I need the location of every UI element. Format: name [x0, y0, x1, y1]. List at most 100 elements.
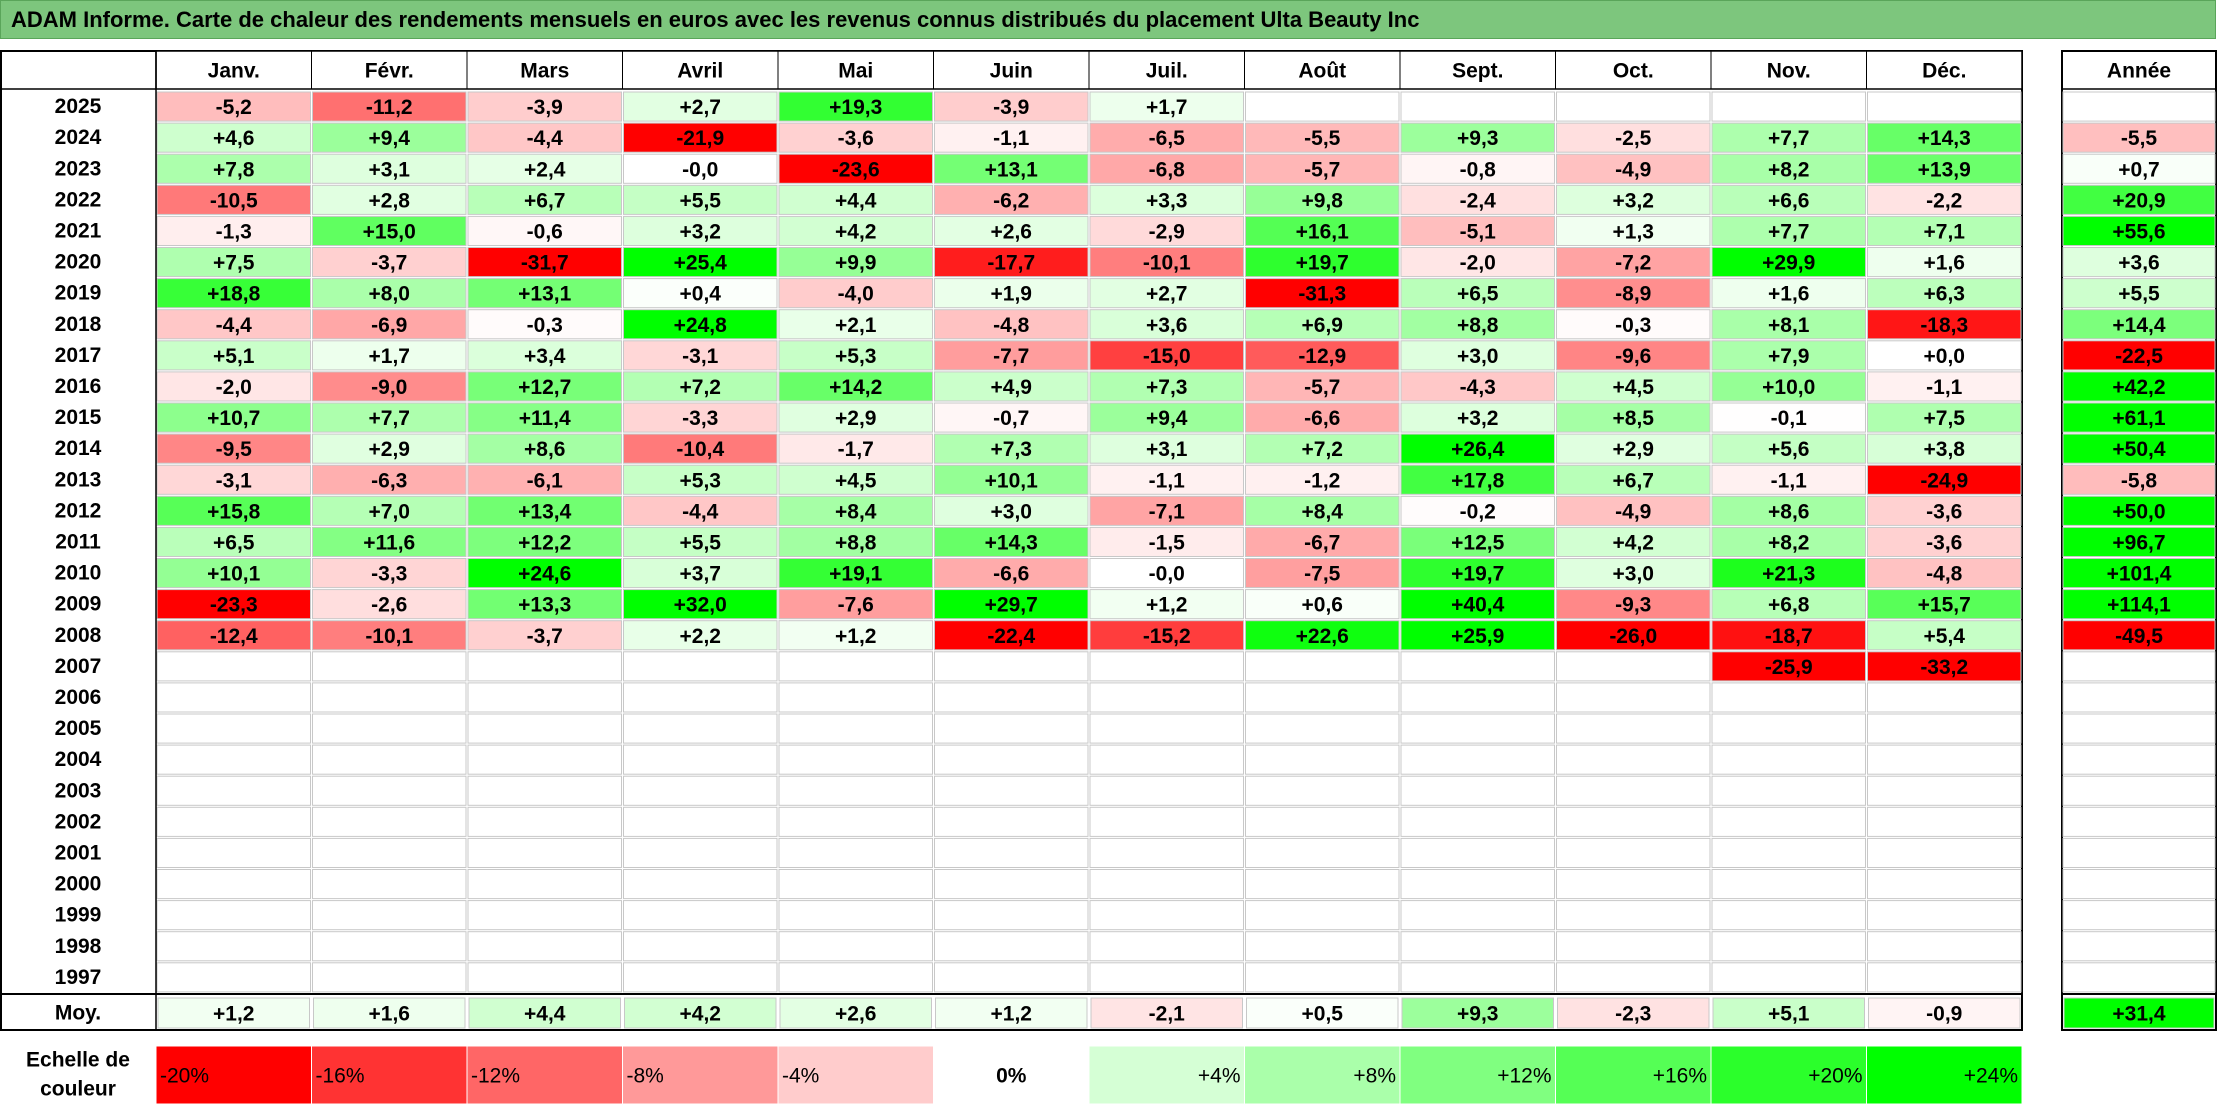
heatmap-cell [312, 837, 467, 869]
cell-value: +18,8 [207, 283, 260, 306]
annual-value: +50,4 [2112, 438, 2165, 461]
cell-value: +7,3 [991, 438, 1032, 461]
heatmap-cell [312, 558, 467, 589]
avg-annual-value: +31,4 [2112, 1003, 2165, 1026]
cell-value: +13,3 [518, 594, 571, 617]
heatmap-cell [1400, 620, 1555, 651]
scale-value: +4% [1198, 1065, 1241, 1088]
cell-value: +4,2 [1613, 531, 1654, 554]
heatmap-cell [1711, 278, 1866, 309]
heatmap-cell [1089, 278, 1244, 309]
cell-value: -4,8 [993, 314, 1030, 337]
heatmap-cell [1089, 744, 1244, 775]
heatmap-cell [1089, 651, 1244, 682]
heatmap-cell [1711, 589, 1866, 620]
heatmap-cell [934, 744, 1089, 775]
heatmap-cell [156, 744, 311, 775]
heatmap-cell [467, 215, 622, 246]
heatmap-cell [934, 495, 1089, 526]
cell-value: +3,1 [369, 158, 411, 181]
scale-value: +20% [1808, 1065, 1862, 1088]
heatmap-cell [156, 869, 311, 900]
cell-value: -6,1 [527, 469, 564, 492]
cell-value: +15,7 [1918, 594, 1971, 617]
cell-value: -2,5 [1615, 127, 1652, 150]
heatmap-cell [312, 340, 467, 371]
cell-value: +2,1 [835, 314, 877, 337]
cell-value: -4,3 [1460, 376, 1496, 399]
heatmap-cell [156, 247, 311, 278]
heatmap-cell [467, 682, 622, 713]
heatmap-cell [1711, 402, 1866, 433]
cell-value: +11,6 [363, 531, 415, 554]
cell-value: +3,0 [1613, 563, 1654, 586]
heatmap-cell [934, 340, 1089, 371]
avg-label: Moy. [55, 1002, 101, 1025]
heatmap-cell [934, 247, 1089, 278]
cell-value: +12,2 [518, 531, 571, 554]
heatmap-cell [778, 340, 933, 371]
heatmap-cell [1867, 247, 2022, 278]
heatmap-cell [1245, 91, 1400, 122]
cell-value: -1,2 [1304, 469, 1340, 492]
heatmap-cell [1556, 402, 1711, 433]
heatmap-cell [623, 215, 778, 246]
heatmap-cell [1711, 247, 1866, 278]
cell-value: +3,4 [524, 345, 566, 368]
heatmap-cell [1556, 900, 1711, 931]
cell-value: +8,8 [835, 531, 877, 554]
year-label: 2023 [55, 157, 102, 180]
heatmap-cell [1089, 433, 1244, 464]
heatmap-cell [1711, 682, 1866, 713]
heatmap-cell [312, 433, 467, 464]
cell-value: +14,3 [985, 531, 1038, 554]
heatmap-cell [1867, 931, 2022, 962]
cell-value: +5,4 [1924, 625, 1966, 648]
avg-value: +4,4 [524, 1003, 566, 1026]
month-header: Févr. [365, 60, 414, 83]
heatmap-cell [1400, 122, 1555, 153]
heatmap-cell [1089, 806, 1244, 837]
heatmap-cell [156, 340, 311, 371]
heatmap-cell [623, 340, 778, 371]
cell-value: +14,2 [829, 376, 882, 399]
annual-cell [2062, 931, 2216, 962]
cell-value: +6,8 [1768, 594, 1810, 617]
cell-value: +1,3 [1613, 220, 1654, 243]
heatmap-cell [1867, 806, 2022, 837]
year-label: 2015 [55, 406, 102, 429]
cell-value: -1,1 [1771, 469, 1808, 492]
heatmap-cell [1711, 775, 1866, 806]
heatmap-cell [1556, 744, 1711, 775]
cell-value: -23,6 [832, 158, 880, 181]
heatmap-cell [1867, 278, 2022, 309]
cell-value: +2,8 [369, 189, 411, 212]
heatmap-cell [1400, 682, 1555, 713]
annual-value: +14,4 [2112, 314, 2165, 337]
heatmap-cell [312, 309, 467, 340]
annual-value: +55,6 [2112, 220, 2165, 243]
cell-value: -0,6 [527, 220, 563, 243]
heatmap-cell [623, 495, 778, 526]
heatmap-cell [1400, 589, 1555, 620]
heatmap-cell [312, 806, 467, 837]
heatmap-cell [934, 713, 1089, 744]
annual-cell [2062, 620, 2216, 651]
cell-value: +16,1 [1296, 220, 1349, 243]
cell-value: +7,1 [1924, 220, 1966, 243]
annual-value: +5,5 [2118, 283, 2160, 306]
heatmap-cell [1556, 682, 1711, 713]
cell-value: +4,4 [835, 189, 877, 212]
heatmap-cell [778, 371, 933, 402]
heatmap-cell [934, 464, 1089, 495]
heatmap-cell [623, 869, 778, 900]
scale-swatch [933, 1045, 1090, 1105]
heatmap-cell [623, 184, 778, 215]
heatmap-cell [1556, 122, 1711, 153]
heatmap-cell [312, 931, 467, 962]
cell-value: +8,4 [835, 500, 877, 523]
cell-value: -7,6 [838, 594, 874, 617]
heatmap-cell [1711, 526, 1866, 558]
heatmap-cell [1089, 495, 1244, 526]
